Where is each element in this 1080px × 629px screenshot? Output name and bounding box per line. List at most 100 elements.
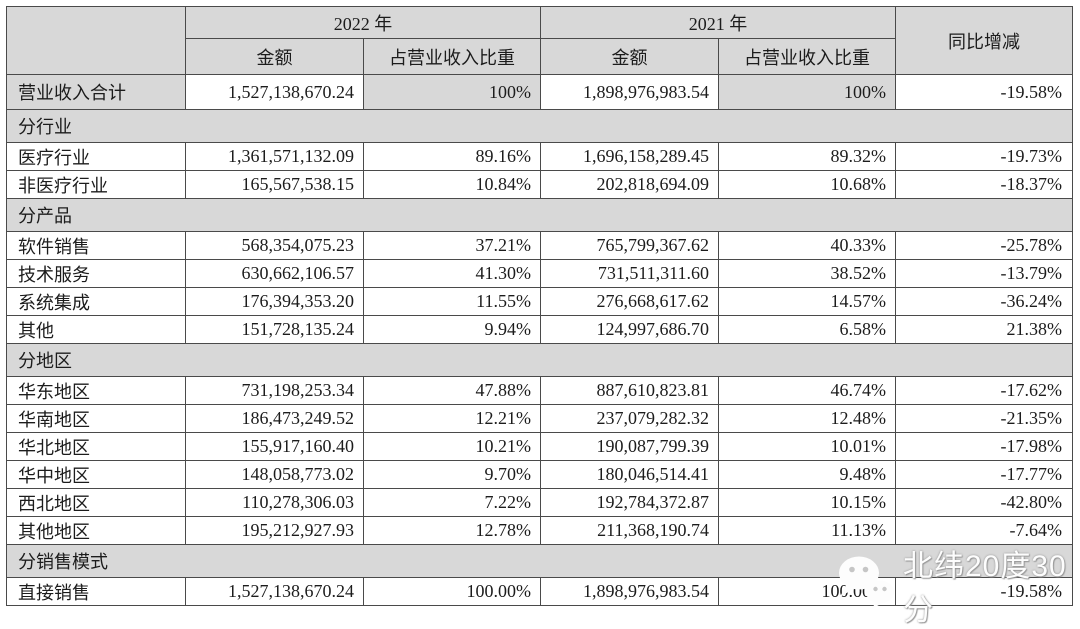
share-2022-cell: 12.21% — [363, 404, 541, 433]
yoy-cell: -17.62% — [895, 376, 1073, 405]
share-2021-cell: 14.57% — [718, 287, 896, 316]
amount-2022-cell: 731,198,253.34 — [185, 376, 364, 405]
label-cell: 华中地区 — [6, 460, 186, 489]
table-row: 软件销售 568,354,075.23 37.21% 765,799,367.62 40… — [6, 231, 1073, 260]
section-row: 分行业 — [6, 109, 1073, 143]
amount-2022-cell: 1,527,138,670.24 — [185, 577, 364, 606]
amount-2021-cell: 765,799,367.62 — [540, 231, 719, 260]
label-cell: 西北地区 — [6, 488, 186, 517]
amount-2022-cell: 148,058,773.02 — [185, 460, 364, 489]
share-2021-cell: 40.33% — [718, 231, 896, 260]
share-2021-cell: 38.52% — [718, 259, 896, 288]
corner-cell — [6, 6, 186, 75]
section-row: 分产品 — [6, 198, 1073, 232]
section-row: 分销售模式 — [6, 544, 1073, 578]
amount-2021-cell: 180,046,514.41 — [540, 460, 719, 489]
section-label-cell: 分销售模式 — [6, 544, 1073, 578]
amount-2022-cell: 151,728,135.24 — [185, 315, 364, 344]
label-cell: 技术服务 — [6, 259, 186, 288]
yoy-cell: -18.37% — [895, 170, 1073, 199]
label-cell: 其他 — [6, 315, 186, 344]
section-label-cell: 分行业 — [6, 109, 1073, 143]
yoy-header: 同比增减 — [895, 6, 1073, 75]
share-2022-cell: 100.00% — [363, 577, 541, 606]
table-row: 技术服务 630,662,106.57 41.30% 731,511,311.60 38… — [6, 259, 1073, 288]
revenue-breakdown-table: 2022 年 2021 年 同比增减 金额 占营业收入比重 金额 占营业收入比重… — [6, 6, 1073, 606]
table-row: 系统集成 176,394,353.20 11.55% 276,668,617.62 14… — [6, 287, 1073, 316]
share-2022-cell: 10.21% — [363, 432, 541, 461]
table-row: 华中地区 148,058,773.02 9.70% 180,046,514.41 9.4… — [6, 460, 1073, 489]
amount-2022-cell: 186,473,249.52 — [185, 404, 364, 433]
label-cell: 非医疗行业 — [6, 170, 186, 199]
section-row: 分地区 — [6, 343, 1073, 377]
label-cell: 华南地区 — [6, 404, 186, 433]
label-cell: 营业收入合计 — [6, 74, 186, 110]
header-row-subs: 金额 占营业收入比重 金额 占营业收入比重 — [7, 38, 1073, 75]
yoy-cell: -17.77% — [895, 460, 1073, 489]
yoy-cell: -7.64% — [895, 516, 1073, 545]
label-cell: 直接销售 — [6, 577, 186, 606]
yoy-cell: -36.24% — [895, 287, 1073, 316]
share-2021-cell: 10.68% — [718, 170, 896, 199]
amount-2021-cell: 237,079,282.32 — [540, 404, 719, 433]
amount-2022-cell: 1,527,138,670.24 — [185, 74, 364, 110]
share-2021-cell: 12.48% — [718, 404, 896, 433]
yoy-cell: -25.78% — [895, 231, 1073, 260]
share-2022-cell: 9.70% — [363, 460, 541, 489]
label-cell: 华北地区 — [6, 432, 186, 461]
share-2022-cell: 89.16% — [363, 142, 541, 171]
yoy-cell: -19.58% — [895, 577, 1073, 606]
year-2022-header: 2022 年 — [185, 6, 541, 39]
amount-2022-cell: 155,917,160.40 — [185, 432, 364, 461]
share-2022-cell: 47.88% — [363, 376, 541, 405]
share-2022-cell: 41.30% — [363, 259, 541, 288]
table-row: 华东地区 731,198,253.34 47.88% 887,610,823.81 46… — [6, 376, 1073, 405]
amount-2022-header: 金额 — [185, 38, 364, 75]
share-2022-cell: 10.84% — [363, 170, 541, 199]
table-row: 华北地区 155,917,160.40 10.21% 190,087,799.39 10… — [6, 432, 1073, 461]
year-2021-header: 2021 年 — [540, 6, 896, 39]
amount-2021-cell: 124,997,686.70 — [540, 315, 719, 344]
table-row: 非医疗行业 165,567,538.15 10.84% 202,818,694.09 1… — [6, 170, 1073, 199]
section-label-cell: 分产品 — [6, 198, 1073, 232]
label-cell: 软件销售 — [6, 231, 186, 260]
table-body: 营业收入合计 1,527,138,670.24 100% 1,898,976,983.… — [6, 74, 1073, 606]
share-2021-cell: 10.01% — [718, 432, 896, 461]
yoy-cell: -17.98% — [895, 432, 1073, 461]
yoy-cell: -19.73% — [895, 142, 1073, 171]
section-label-cell: 分地区 — [6, 343, 1073, 377]
label-cell: 医疗行业 — [6, 142, 186, 171]
amount-2022-cell: 568,354,075.23 — [185, 231, 364, 260]
label-cell: 其他地区 — [6, 516, 186, 545]
share-2022-cell: 12.78% — [363, 516, 541, 545]
table-row: 其他 151,728,135.24 9.94% 124,997,686.70 6.58%… — [6, 315, 1073, 344]
label-cell: 华东地区 — [6, 376, 186, 405]
amount-2022-cell: 165,567,538.15 — [185, 170, 364, 199]
table-row: 其他地区 195,212,927.93 12.78% 211,368,190.74 11… — [6, 516, 1073, 545]
amount-2022-cell: 630,662,106.57 — [185, 259, 364, 288]
share-2022-cell: 7.22% — [363, 488, 541, 517]
table-row: 直接销售 1,527,138,670.24 100.00% 1,898,976,983… — [6, 577, 1073, 606]
yoy-cell: 21.38% — [895, 315, 1073, 344]
table-row: 华南地区 186,473,249.52 12.21% 237,079,282.32 12… — [6, 404, 1073, 433]
yoy-cell: -42.80% — [895, 488, 1073, 517]
share-2021-cell: 11.13% — [718, 516, 896, 545]
share-2021-cell: 100% — [718, 74, 896, 110]
share-2021-cell: 46.74% — [718, 376, 896, 405]
amount-2021-cell: 1,696,158,289.45 — [540, 142, 719, 171]
yoy-cell: -19.58% — [895, 74, 1073, 110]
share-2022-cell: 100% — [363, 74, 541, 110]
amount-2021-header: 金额 — [540, 38, 719, 75]
amount-2021-cell: 202,818,694.09 — [540, 170, 719, 199]
amount-2021-cell: 211,368,190.74 — [540, 516, 719, 545]
share-2021-cell: 10.15% — [718, 488, 896, 517]
amount-2021-cell: 1,898,976,983.54 — [540, 74, 719, 110]
share-2021-cell: 100.00% — [718, 577, 896, 606]
yoy-cell: -21.35% — [895, 404, 1073, 433]
amount-2021-cell: 1,898,976,983.54 — [540, 577, 719, 606]
share-2022-header: 占营业收入比重 — [363, 38, 541, 75]
amount-2022-cell: 195,212,927.93 — [185, 516, 364, 545]
share-2022-cell: 11.55% — [363, 287, 541, 316]
amount-2021-cell: 887,610,823.81 — [540, 376, 719, 405]
table-row: 医疗行业 1,361,571,132.09 89.16% 1,696,158,289.… — [6, 142, 1073, 171]
